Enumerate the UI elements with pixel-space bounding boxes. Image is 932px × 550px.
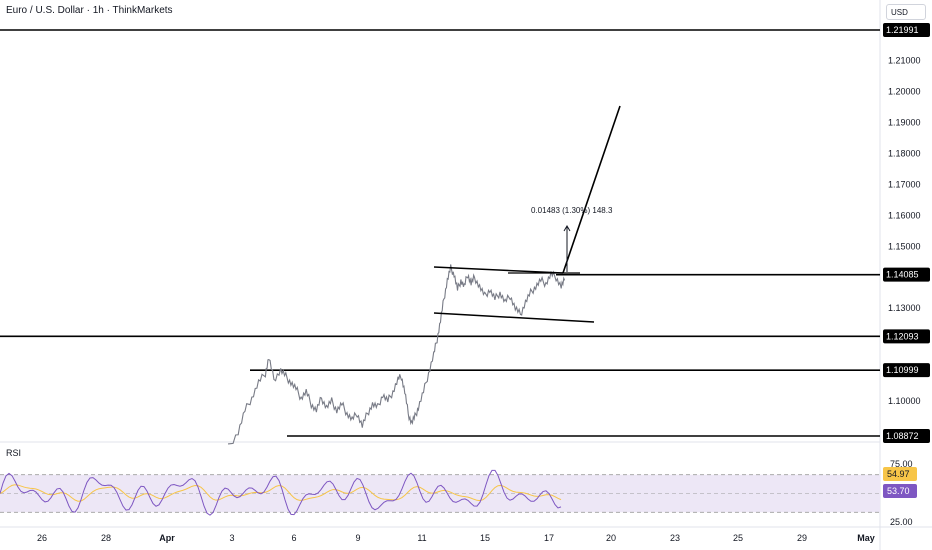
level-tag-label: 1.08872	[886, 431, 919, 441]
rsi-label: RSI	[6, 448, 22, 458]
channel-lower-line	[433, 312, 595, 323]
chart-title: Euro / U.S. Dollar · 1h · ThinkMarkets	[6, 5, 173, 16]
x-tick-label: 15	[480, 533, 490, 543]
level-tag-label: 1.14085	[886, 270, 919, 280]
rsi-series	[0, 469, 562, 516]
level-tag	[883, 429, 930, 443]
x-tick-label: 29	[797, 533, 807, 543]
level-tag	[883, 23, 930, 37]
x-tick-label: 20	[606, 533, 616, 543]
level-tag-label: 1.12093	[886, 331, 919, 341]
level-tag	[883, 267, 930, 282]
rsi-value-tag-label: 53.70	[887, 486, 910, 496]
rsi-band	[0, 474, 880, 513]
x-tick-label: May	[857, 533, 875, 543]
y-tick-label: 1.13000	[888, 303, 921, 313]
price-series	[227, 264, 566, 445]
x-tick-label: 3	[229, 533, 234, 543]
rsi-ma-tag-label: 54.97	[887, 469, 910, 479]
rsi-tick-label: 75.00	[890, 459, 913, 469]
y-tick-label: 1.20000	[888, 87, 921, 97]
x-tick-label: Apr	[159, 533, 175, 543]
level-tag-label: 1.21991	[886, 25, 919, 35]
measure-label: 0.01483 (1.30%) 148.3	[531, 206, 613, 215]
y-tick-label: 1.16000	[888, 210, 921, 220]
level-tag	[883, 329, 930, 344]
y-tick-label: 1.19000	[888, 118, 921, 128]
y-tick-label: 1.17000	[888, 179, 921, 189]
y-tick-label: 1.15000	[888, 241, 921, 251]
x-tick-label: 28	[101, 533, 111, 543]
y-tick-label: 1.18000	[888, 149, 921, 159]
x-tick-label: 26	[37, 533, 47, 543]
x-tick-label: 11	[417, 533, 426, 543]
y-tick-label: 1.21000	[888, 56, 921, 66]
channel-upper-line	[433, 266, 564, 274]
currency-selector[interactable]: USD	[886, 4, 926, 20]
x-tick-label: 9	[355, 533, 360, 543]
x-tick-label: 6	[291, 533, 296, 543]
level-tag	[883, 363, 930, 378]
rsi-value-tag	[883, 484, 917, 498]
level-tag-label: 1.10999	[886, 365, 919, 375]
measure-arrow-head	[563, 225, 571, 232]
rsi-tick-label: 25.00	[890, 517, 913, 527]
y-tick-label: 1.10000	[888, 396, 921, 406]
x-tick-label: 17	[544, 533, 554, 543]
x-tick-label: 25	[733, 533, 743, 543]
projection-line	[562, 105, 621, 274]
rsi-ma-tag	[883, 467, 917, 481]
x-tick-label: 23	[670, 533, 680, 543]
